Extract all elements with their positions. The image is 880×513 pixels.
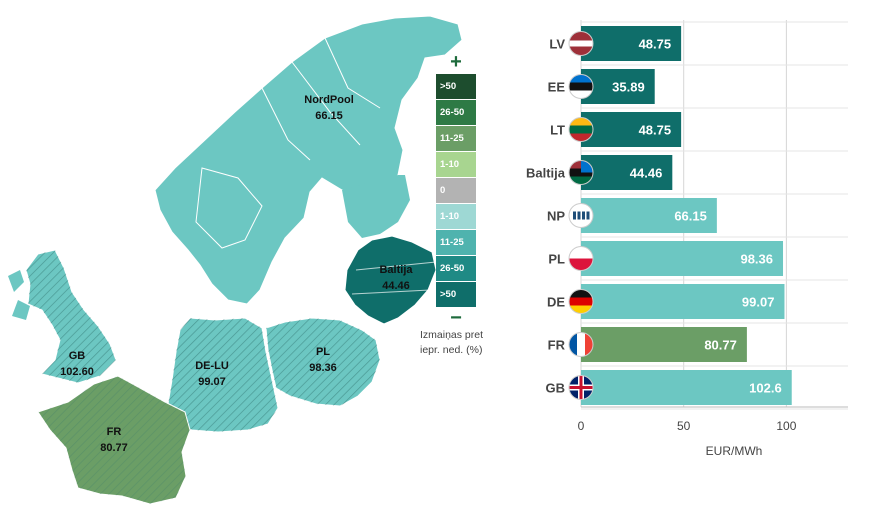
fr-label: FR [107, 426, 122, 438]
bar-np [581, 198, 717, 233]
legend-plus-sign: + [450, 51, 462, 73]
bar-value-label: 35.89 [612, 80, 645, 95]
legend-caption-line-1: Izmaiņas pret [420, 329, 484, 341]
bar-gb [581, 370, 792, 405]
x-tick-label: 0 [578, 419, 585, 433]
category-label: FR [548, 338, 566, 353]
bar-value-label: 48.75 [639, 37, 672, 52]
legend-caption: Izmaiņas pret iepr. ned. (%) [420, 328, 510, 358]
regional-price-map: NordPool 66.15 Baltija 44.46 GB 102.60 D… [8, 15, 463, 505]
bar-baltija [581, 155, 673, 190]
legend-item: 11-25 [436, 126, 476, 151]
flag-de-icon [568, 289, 594, 314]
legend-item: 1-10 [436, 204, 476, 229]
legend-item: 26-50 [436, 100, 476, 125]
flag-lv-icon [568, 31, 594, 56]
bar-value-label: 98.36 [740, 252, 773, 267]
de-lu-value: 99.07 [198, 376, 226, 388]
bar-value-label: 80.77 [704, 338, 737, 353]
bar-lv [581, 26, 682, 61]
bar-value-label: 99.07 [742, 295, 775, 310]
legend-item: >50 [436, 282, 476, 307]
bar-pl [581, 241, 784, 276]
gb-value: 102.60 [60, 366, 94, 378]
bar-value-label: 44.46 [630, 166, 663, 181]
region-gb[interactable] [8, 249, 117, 384]
flag-lt-icon [568, 117, 594, 142]
region-fr[interactable] [37, 375, 191, 505]
x-axis-title: EUR/MWh [706, 444, 763, 458]
de-lu-label: DE-LU [195, 360, 229, 372]
bar-value-label: 102.6 [749, 381, 782, 396]
bar-de [581, 284, 785, 319]
category-label: DE [547, 295, 565, 310]
category-label: GB [546, 381, 566, 396]
pl-label: PL [316, 346, 330, 358]
legend-item: 26-50 [436, 256, 476, 281]
legend-item: 1-10 [436, 152, 476, 177]
legend-item: >50 [436, 74, 476, 99]
nordpool-label: NordPool [304, 94, 354, 106]
legend-item: 11-25 [436, 230, 476, 255]
bar-value-label: 66.15 [674, 209, 707, 224]
x-tick-label: 50 [677, 419, 691, 433]
pl-value: 98.36 [309, 362, 337, 374]
legend-minus-sign: − [450, 307, 462, 329]
category-label: NP [547, 209, 565, 224]
flag-ee-icon [568, 74, 594, 99]
bar-fr [581, 327, 747, 362]
region-nordpool[interactable] [154, 15, 463, 305]
flag-gb-icon [568, 375, 594, 400]
flag-baltija-icon [568, 160, 594, 185]
baltija-label: Baltija [379, 264, 413, 276]
category-label: Baltija [526, 166, 566, 181]
bar-value-label: 48.75 [639, 123, 672, 138]
region-pl[interactable] [265, 317, 381, 407]
category-label: LT [550, 123, 565, 138]
bar-lt [581, 112, 682, 147]
baltija-value: 44.46 [382, 280, 410, 292]
category-label: LV [549, 37, 565, 52]
flag-fr-icon [568, 332, 594, 357]
gb-label: GB [69, 350, 86, 362]
x-tick-label: 100 [776, 419, 796, 433]
change-legend: + >50 26-50 11-25 1-10 0 1-10 11-25 26-5… [436, 52, 476, 330]
legend-caption-line-2: iepr. ned. (%) [420, 344, 483, 356]
legend-item: 0 [436, 178, 476, 203]
flag-np-icon [568, 203, 594, 228]
nordpool-value: 66.15 [315, 110, 343, 122]
region-baltija[interactable] [344, 235, 437, 325]
region-de-lu[interactable] [167, 317, 279, 433]
flag-pl-icon [568, 246, 594, 271]
category-label: PL [548, 252, 565, 267]
bar-ee [581, 69, 655, 104]
category-label: EE [548, 80, 566, 95]
fr-value: 80.77 [100, 442, 128, 454]
